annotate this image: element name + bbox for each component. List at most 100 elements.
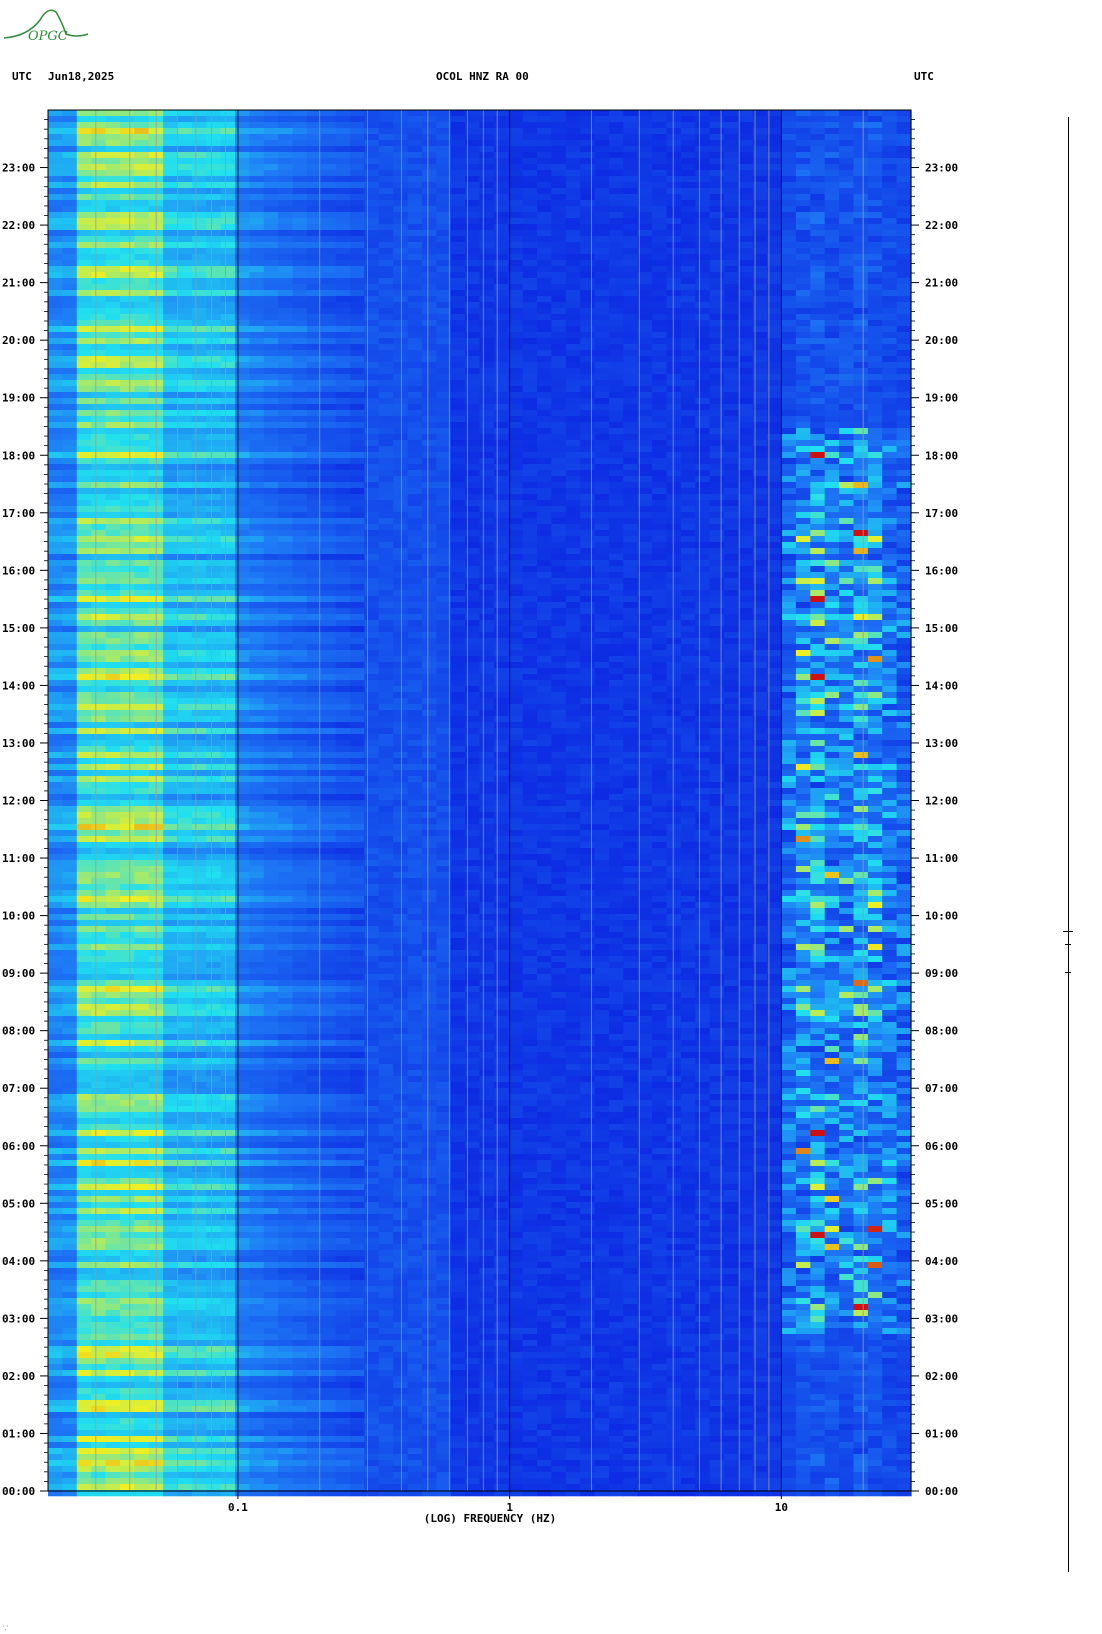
spectrogram-cell	[249, 140, 265, 147]
spectrogram-cell	[321, 998, 337, 1005]
spectrogram-cell	[48, 1154, 63, 1161]
spectrogram-cell	[249, 536, 265, 543]
spectrogram-cell	[105, 416, 121, 423]
spectrogram-cell	[350, 212, 366, 219]
spectrogram-cell	[191, 560, 207, 567]
spectrogram-cell	[76, 890, 92, 897]
spectrogram-cell	[278, 464, 294, 471]
spectrogram-cell	[177, 884, 193, 891]
spectrogram-cell	[235, 770, 250, 777]
spectrogram-cell	[163, 434, 179, 441]
spectrogram-cell	[119, 152, 135, 159]
spectrogram-cell	[76, 1286, 92, 1293]
spectrogram-cell	[134, 1280, 150, 1287]
spectrogram-cell	[249, 338, 265, 345]
spectrogram-cell	[76, 926, 92, 933]
spectrogram-cell	[220, 218, 236, 225]
spectrogram-cell	[191, 932, 207, 939]
spectrogram-cell	[76, 122, 92, 129]
spectrogram-cell	[134, 1346, 150, 1353]
spectrogram-cell	[220, 1466, 236, 1473]
spectrogram-cell	[220, 1370, 236, 1377]
spectrogram-cell	[278, 1358, 294, 1365]
spectrogram-cell	[206, 134, 222, 141]
spectrogram-cell	[206, 920, 222, 927]
spectrogram-cell	[220, 998, 236, 1005]
spectrogram-cell	[292, 476, 308, 483]
spectrogram-cell	[48, 422, 63, 429]
spectrogram-cell	[278, 494, 294, 501]
spectrogram-cell	[321, 356, 337, 363]
spectrogram-cell	[191, 596, 207, 603]
spectrogram-cell	[105, 308, 121, 315]
spectrogram-cell	[263, 944, 279, 951]
spectrogram-cell	[119, 1010, 135, 1017]
spectrogram-cell	[105, 1010, 121, 1017]
spectrogram-cell	[163, 1454, 179, 1461]
spectrogram-cell	[220, 1034, 236, 1041]
spectrogram-cell	[321, 1316, 337, 1323]
spectrogram-cell	[206, 1184, 222, 1191]
spectrogram-cell	[335, 848, 351, 855]
spectrogram-cell	[134, 626, 150, 633]
spectrogram-cell	[278, 626, 294, 633]
spectrogram-cell	[76, 1478, 92, 1485]
spectrogram-cell	[48, 824, 63, 831]
spectrogram-cell	[249, 938, 265, 945]
spectrogram-cell	[292, 398, 308, 405]
spectrogram-cell	[48, 1214, 63, 1221]
spectrogram-cell	[62, 692, 78, 699]
spectrogram-cell	[220, 1490, 236, 1497]
spectrogram-cell	[350, 416, 366, 423]
spectrogram-cell	[235, 890, 250, 897]
spectrogram-cell	[48, 446, 63, 453]
spectrogram-cell	[91, 554, 107, 561]
spectrogram-cell	[119, 890, 135, 897]
spectrogram-cell	[220, 1232, 236, 1239]
spectrogram-cell	[105, 644, 121, 651]
spectrogram-cell	[105, 1100, 121, 1107]
spectrogram-cell	[91, 416, 107, 423]
spectrogram-cell	[191, 548, 207, 555]
spectrogram-cell	[206, 704, 222, 711]
spectrogram-cell	[263, 1184, 279, 1191]
spectrogram-cell	[321, 1268, 337, 1275]
spectrogram-cell	[119, 128, 135, 135]
spectrogram-cell	[292, 1286, 308, 1293]
spectrogram-cell	[177, 530, 193, 537]
spectrogram-cell	[235, 1208, 250, 1215]
spectrogram-cell	[249, 542, 265, 549]
spectrogram-cell	[119, 506, 135, 513]
spectrogram-cell	[306, 1076, 322, 1083]
spectrogram-cell	[306, 224, 322, 231]
spectrogram-cell	[306, 854, 322, 861]
spectrogram-cell	[177, 320, 193, 327]
spectrogram-cell	[163, 788, 179, 795]
spectrogram-cell	[134, 1160, 150, 1167]
spectrogram-cell	[206, 1088, 222, 1095]
spectrogram-cell	[235, 278, 250, 285]
spectrogram-cell	[48, 1190, 63, 1197]
spectrogram-cell	[335, 1484, 351, 1491]
spectrogram-cell	[62, 1154, 78, 1161]
spectrogram-cell	[278, 668, 294, 675]
spectrogram-cell	[191, 380, 207, 387]
spectrogram-cell	[105, 1064, 121, 1071]
spectrogram-cell	[220, 128, 236, 135]
spectrogram-cell	[306, 1352, 322, 1359]
spectrogram-cell	[62, 332, 78, 339]
spectrogram-cell	[335, 704, 351, 711]
spectrogram-cell	[163, 572, 179, 579]
spectrogram-cell	[335, 338, 351, 345]
spectrogram-cell	[206, 638, 222, 645]
spectrogram-cell	[249, 122, 265, 129]
spectrogram-cell	[134, 764, 150, 771]
spectrogram-cell	[335, 152, 351, 159]
spectrogram-cell	[306, 1286, 322, 1293]
spectrogram-cell	[235, 326, 250, 333]
spectrogram-cell	[278, 818, 294, 825]
spectrogram-cell	[91, 920, 107, 927]
spectrogram-cell	[235, 1262, 250, 1269]
spectrogram-cell	[306, 590, 322, 597]
spectrogram-cell	[292, 1196, 308, 1203]
